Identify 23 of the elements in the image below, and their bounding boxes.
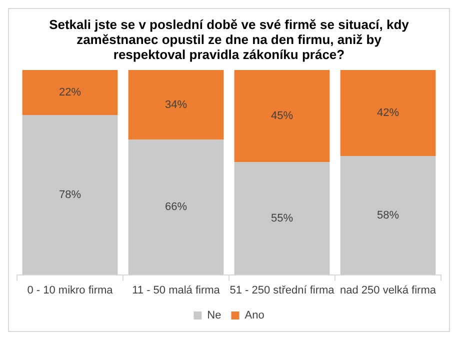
data-label: 22%: [58, 86, 82, 99]
legend-label: Ne: [207, 310, 222, 322]
x-tick-label: 51 - 250 střední firma: [230, 284, 336, 296]
legend-label: Ano: [244, 310, 264, 322]
x-tick-label: nad 250 velká firma: [340, 284, 437, 296]
data-label: 78%: [58, 188, 82, 201]
data-label: 45%: [270, 110, 294, 122]
bar: [22, 115, 118, 275]
bar: [128, 140, 224, 275]
data-label: 58%: [376, 209, 400, 222]
bar: [234, 162, 330, 275]
bar: [22, 70, 118, 116]
data-label: 66%: [164, 201, 188, 214]
chart-title: Setkali jste se v poslední době ve své firmě se situací, kdy zaměstnanec opustil ze dne na den firmu, aniž by respektoval pravidla zákoníku práce?: [48, 16, 410, 64]
bar: [128, 70, 224, 140]
data-label: 42%: [376, 107, 400, 120]
x-tick-label: 11 - 50 malá firma: [132, 284, 221, 296]
bar: [340, 70, 436, 156]
data-label: 34%: [164, 98, 188, 111]
bar: [234, 70, 330, 162]
x-tick-label: 0 - 10 mikro firma: [27, 284, 114, 296]
data-label: 55%: [270, 212, 294, 225]
bar: [340, 156, 436, 275]
